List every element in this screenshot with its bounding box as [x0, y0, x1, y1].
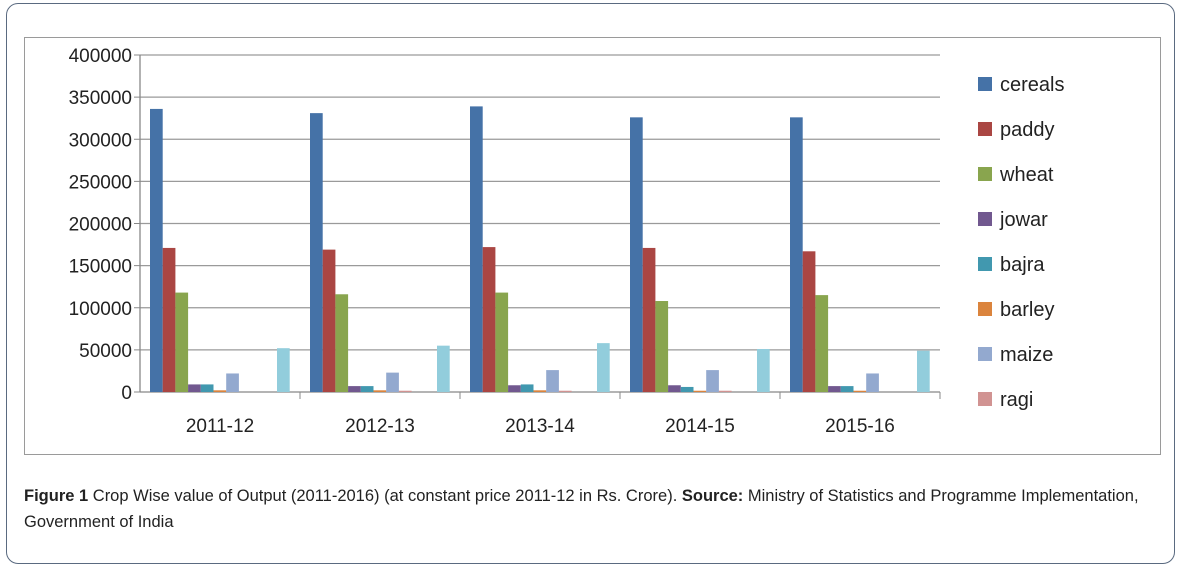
- bar-series-11-2011-12: [277, 348, 290, 392]
- bar-cereals-2014-15: [630, 117, 643, 392]
- bar-jowar-2013-14: [508, 385, 521, 392]
- y-tick-label: 50000: [79, 341, 132, 362]
- x-tick-label: 2015-16: [825, 416, 895, 437]
- bar-barley-2015-16: [853, 390, 867, 392]
- y-tick-label: 100000: [69, 299, 132, 320]
- bar-jowar-2014-15: [668, 385, 681, 392]
- x-tick-label: 2011-12: [186, 416, 254, 437]
- bar-ragi-2012-13: [398, 390, 412, 392]
- legend-label-maize: maize: [1000, 344, 1053, 366]
- bar-chart: 0 50000 100000 150000 200000 250000 300000 3500…: [69, 46, 1065, 437]
- caption-text: Crop Wise value of Output (2011-2016) (a…: [88, 487, 682, 505]
- bar-wheat-2013-14: [495, 292, 509, 392]
- bar-maize-2014-15: [706, 370, 719, 392]
- figure-caption: Figure 1 Crop Wise value of Output (2011…: [24, 483, 1144, 535]
- bar-jowar-2012-13: [348, 386, 361, 392]
- y-tick-label: 200000: [69, 215, 132, 236]
- legend-swatch-ragi: [978, 392, 992, 406]
- bar-wheat-2012-13: [335, 294, 349, 392]
- bar-paddy-2011-12: [162, 247, 176, 392]
- y-tick-label: 150000: [69, 257, 132, 278]
- bar-bajra-2015-16: [840, 386, 854, 392]
- x-tick-label: 2012-13: [345, 416, 415, 437]
- legend-swatch-jowar: [978, 212, 992, 226]
- legend-swatch-bajra: [978, 257, 992, 271]
- y-tick-label: 250000: [69, 172, 132, 193]
- bar-series-11-2012-13: [437, 345, 450, 392]
- bar-wheat-2014-15: [655, 301, 669, 392]
- bar-cereals-2011-12: [150, 108, 163, 393]
- legend-label-cereals: cereals: [1000, 74, 1064, 96]
- bar-cereals-2015-16: [790, 117, 803, 392]
- bar-paddy-2015-16: [802, 251, 816, 392]
- y-tick-label: 350000: [69, 88, 132, 109]
- chart-area: [24, 37, 1161, 455]
- bar-barley-2013-14: [533, 390, 547, 392]
- legend-swatch-cereals: [978, 77, 992, 91]
- bar-cereals-2013-14: [470, 106, 483, 392]
- bar-jowar-2015-16: [828, 386, 841, 392]
- figure-frame: [6, 3, 1175, 564]
- caption-source-label: Source:: [681, 487, 744, 505]
- bar-series-11-2015-16: [917, 350, 930, 392]
- bar-bajra-2014-15: [680, 386, 694, 392]
- bar-barley-2012-13: [373, 390, 387, 392]
- legend-label-jowar: jowar: [999, 209, 1048, 231]
- bar-paddy-2012-13: [322, 249, 336, 392]
- bar-maize-2015-16: [866, 373, 879, 392]
- legend-swatch-paddy: [978, 122, 992, 136]
- y-tick-label: 0: [121, 383, 132, 404]
- y-tick-label: 300000: [69, 130, 132, 151]
- legend-swatch-barley: [978, 302, 992, 316]
- bar-barley-2011-12: [213, 390, 227, 392]
- bar-paddy-2013-14: [482, 247, 496, 392]
- x-tick-label: 2013-14: [505, 416, 575, 437]
- bar-bajra-2012-13: [360, 386, 374, 392]
- bar-paddy-2014-15: [642, 247, 656, 392]
- bar-cereals-2012-13: [310, 113, 323, 392]
- bar-bajra-2013-14: [520, 384, 534, 392]
- legend-label-paddy: paddy: [1000, 119, 1055, 141]
- bar-maize-2012-13: [386, 372, 399, 392]
- caption-source-text: Ministry of Statistics and Programme Imp…: [24, 487, 1139, 531]
- caption-label: Figure 1: [24, 487, 89, 505]
- legend-label-bajra: bajra: [1000, 254, 1045, 276]
- x-tick-label: 2014-15: [665, 416, 735, 437]
- bar-series-11-2013-14: [597, 343, 610, 392]
- legend-label-barley: barley: [1000, 299, 1054, 321]
- bar-barley-2014-15: [693, 390, 707, 392]
- bar-wheat-2011-12: [175, 292, 189, 392]
- legend-swatch-wheat: [978, 167, 992, 181]
- bar-maize-2011-12: [226, 373, 239, 392]
- legend-label-wheat: wheat: [999, 164, 1054, 186]
- bar-ragi-2013-14: [558, 390, 572, 392]
- legend-label-ragi: ragi: [1000, 389, 1033, 411]
- bar-wheat-2015-16: [815, 295, 829, 392]
- bar-maize-2013-14: [546, 370, 559, 392]
- y-tick-label: 400000: [69, 46, 132, 67]
- bar-jowar-2011-12: [188, 384, 201, 392]
- legend-swatch-maize: [978, 347, 992, 361]
- bar-bajra-2011-12: [200, 384, 214, 392]
- bar-series-11-2014-15: [757, 349, 770, 392]
- bar-ragi-2014-15: [718, 390, 732, 392]
